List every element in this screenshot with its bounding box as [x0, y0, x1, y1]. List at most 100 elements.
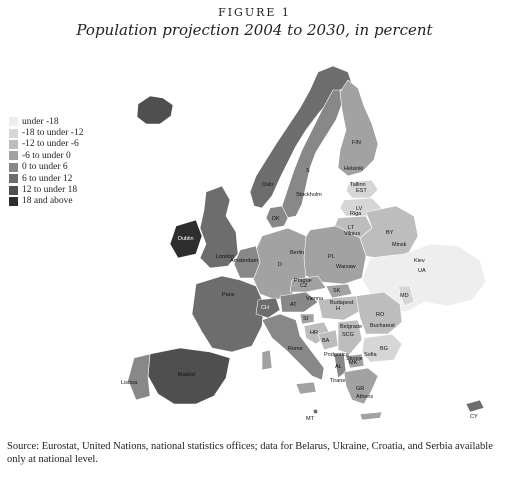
region-france	[191, 275, 265, 353]
figure-title: Population projection 2004 to 2030, in p…	[76, 21, 433, 39]
label-cy: CY	[470, 414, 478, 420]
city-riga: Riga	[350, 211, 362, 217]
city-madrid: Madrid	[178, 372, 195, 378]
city-budapest: Budapest	[330, 300, 354, 306]
label-ua: UA	[418, 268, 426, 274]
region-sardinia	[261, 349, 273, 371]
city-bucharest: Bucharest	[370, 323, 395, 329]
region-benelux	[233, 245, 261, 279]
label-ro: RO	[376, 312, 385, 318]
label-mk: MK	[349, 360, 358, 366]
legend-swatch	[9, 162, 18, 172]
legend-item: 0 to under 6	[9, 162, 149, 173]
legend-label: -12 to under -6	[22, 139, 79, 150]
city-amsterdam: Amsterdam	[230, 258, 259, 264]
legend-item: -6 to under 0	[9, 150, 149, 161]
legend-item: -18 to under -12	[9, 127, 149, 138]
city-london: London	[216, 254, 234, 260]
label-est: EST	[356, 188, 367, 194]
label-by: BY	[386, 230, 394, 236]
region-crete	[359, 411, 383, 421]
label-fin: FIN	[352, 140, 361, 146]
region-switzerland	[255, 297, 281, 319]
region-denmark	[265, 205, 289, 229]
region-iceland	[136, 95, 174, 125]
label-lv: LV	[356, 206, 363, 212]
label-al: AL	[335, 364, 342, 370]
city-helsinki: Helsinki	[344, 166, 363, 172]
city-vilnius: Vilnius	[344, 231, 360, 237]
region-moldova	[397, 285, 415, 307]
city-rome: Rome	[288, 346, 303, 352]
label-dk: DK	[272, 216, 280, 222]
source-note: Source: Eurostat, United Nations, nation…	[7, 441, 493, 465]
city-prague: Prague	[294, 278, 312, 284]
region-greece	[343, 367, 379, 405]
figure-label: FIGURE 1	[218, 6, 291, 19]
label-lt: LT	[348, 225, 355, 231]
label-ba: BA	[322, 338, 330, 344]
legend-swatch	[9, 174, 18, 184]
legend-label: under -18	[22, 116, 59, 127]
city-athens: Athens	[356, 394, 373, 400]
region-romania	[355, 291, 403, 335]
label-d: D	[278, 262, 282, 268]
legend-label: 6 to under 12	[22, 173, 73, 184]
city-tirane: Tirane	[330, 378, 345, 384]
label-cs: SCG	[342, 332, 354, 338]
region-serbia	[337, 319, 363, 355]
region-uk	[199, 185, 239, 269]
region-spain	[147, 347, 231, 405]
label-gr: GR	[356, 386, 364, 392]
legend-item: under -18	[9, 116, 149, 127]
region-austria	[279, 291, 319, 313]
region-finland	[337, 79, 379, 177]
city-stockholm: Stockholm	[296, 192, 322, 198]
city-belgrade: Belgrade	[340, 324, 362, 330]
city-podgorica: Podgorica	[324, 352, 350, 358]
region-ireland	[169, 219, 203, 259]
legend-swatch	[9, 139, 18, 149]
city-dublin: Dublin	[178, 236, 194, 242]
city-sofia: Sofia	[364, 352, 377, 358]
legend-item: 12 to under 18	[9, 184, 149, 195]
region-italy	[261, 313, 325, 381]
legend-label: 0 to under 6	[22, 162, 68, 173]
label-sk: SK	[333, 288, 341, 294]
legend-item: 6 to under 12	[9, 173, 149, 184]
region-slovenia	[299, 313, 315, 325]
label-md: MD	[400, 293, 409, 299]
label-si: SI	[303, 316, 309, 322]
city-minsk: Minsk	[392, 242, 407, 248]
city-kiev: Kiev	[414, 258, 425, 264]
legend-swatch	[9, 117, 18, 127]
label-pl: PL	[328, 254, 335, 260]
label-mt: MT	[306, 416, 315, 422]
region-macedonia	[345, 353, 365, 369]
label-ch: CH	[261, 305, 269, 311]
city-warsaw: Warsaw	[336, 264, 356, 270]
legend-item: -12 to under -6	[9, 139, 149, 150]
region-sweden	[281, 89, 343, 219]
legend-swatch	[9, 128, 18, 138]
label-h: H	[336, 306, 340, 312]
legend-swatch	[9, 151, 18, 161]
city-vienna: Vienna	[306, 296, 324, 302]
region-slovakia	[325, 283, 353, 299]
region-czech	[289, 275, 327, 293]
label-at: AT	[290, 302, 297, 308]
legend-label: -6 to under 0	[22, 150, 71, 161]
label-s: S	[306, 168, 310, 174]
legend-swatch	[9, 196, 18, 206]
label-hr: HR	[310, 330, 318, 336]
region-sicily	[295, 381, 317, 395]
legend-label: 18 and above	[22, 196, 73, 207]
region-malta	[312, 408, 319, 415]
region-bulgaria	[361, 333, 403, 363]
region-portugal	[127, 353, 151, 401]
region-cyprus	[465, 399, 485, 413]
legend-swatch	[9, 185, 18, 195]
label-cz: CZ	[300, 283, 308, 289]
legend-label: 12 to under 18	[22, 185, 78, 196]
